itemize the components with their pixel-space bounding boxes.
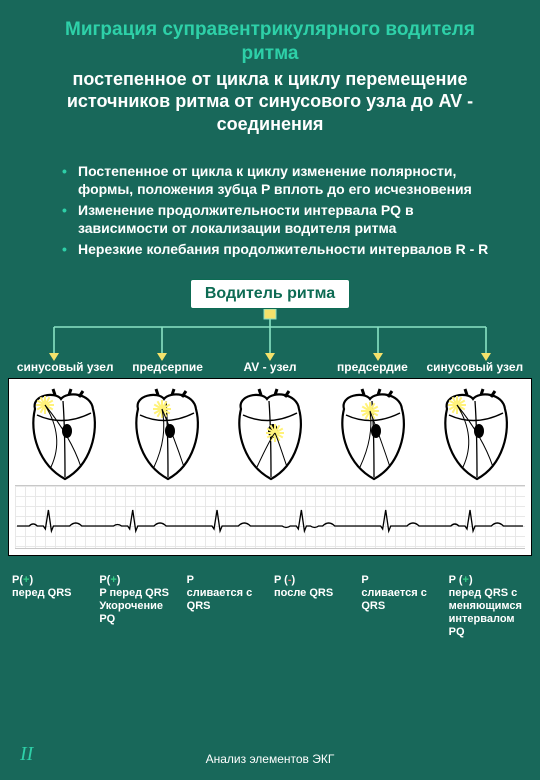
desc-text: перед QRS с меняющимся интервалом PQ bbox=[449, 587, 522, 639]
p-label: P(+) bbox=[99, 574, 120, 586]
desc-cell: P (-)после QRS bbox=[270, 574, 357, 640]
slide-subtitle: постепенное от цикла к циклу перемещение… bbox=[0, 68, 540, 136]
ecg-svg bbox=[15, 486, 525, 548]
heart-diagram bbox=[330, 387, 416, 483]
footer-center: Анализ элементов ЭКГ bbox=[0, 752, 540, 766]
bullet-item: Нерезкие колебания продолжительности инт… bbox=[78, 241, 500, 259]
bullet-item: Постепенное от цикла к циклу изменение п… bbox=[78, 163, 500, 198]
desc-text: после QRS bbox=[274, 587, 333, 599]
pacemaker-box: Водитель ритма bbox=[190, 279, 350, 309]
bullet-item: Изменение продолжительности интервала PQ… bbox=[78, 202, 500, 237]
desc-cell: P (+)перед QRS с меняющимся интервалом P… bbox=[445, 574, 532, 640]
desc-cell: Pсливается с QRS bbox=[183, 574, 270, 640]
branch-label: предсердие bbox=[321, 361, 423, 374]
p-label: P bbox=[187, 574, 194, 586]
desc-row: P(+)перед QRS P(+)P перед QRS Укорочение… bbox=[0, 556, 540, 640]
branch-label: предсерпие bbox=[116, 361, 218, 374]
desc-text: сливается с QRS bbox=[361, 587, 427, 612]
branch-label: AV - узел bbox=[219, 361, 321, 374]
desc-text: сливается с QRS bbox=[187, 587, 253, 612]
branch-label: синусовый узел bbox=[424, 361, 526, 374]
branch-label: синусовый узел bbox=[14, 361, 116, 374]
desc-text: P перед QRS Укорочение PQ bbox=[99, 587, 169, 625]
hearts-row bbox=[9, 379, 531, 485]
p-label: P (+) bbox=[449, 574, 473, 586]
heart-diagram bbox=[227, 387, 313, 483]
desc-cell: P(+)P перед QRS Укорочение PQ bbox=[95, 574, 182, 640]
heart-diagram bbox=[21, 387, 107, 483]
pacemaker-box-wrap: Водитель ритма bbox=[0, 279, 540, 309]
slide-title: Миграция суправентрикулярного водителя р… bbox=[0, 18, 540, 66]
branch-arrows bbox=[10, 309, 530, 363]
desc-text: перед QRS bbox=[12, 587, 71, 599]
p-label: P bbox=[361, 574, 368, 586]
branch-labels: синусовый узел предсерпие AV - узел пред… bbox=[0, 361, 540, 374]
bullet-list: Постепенное от цикла к циклу изменение п… bbox=[0, 163, 540, 259]
slide: Миграция суправентрикулярного водителя р… bbox=[0, 0, 540, 780]
desc-cell: P(+)перед QRS bbox=[8, 574, 95, 640]
p-label: P (-) bbox=[274, 574, 295, 586]
ecg-strip bbox=[15, 485, 525, 549]
heart-diagram bbox=[124, 387, 210, 483]
desc-cell: Pсливается с QRS bbox=[357, 574, 444, 640]
heart-diagram bbox=[433, 387, 519, 483]
p-label: P(+) bbox=[12, 574, 33, 586]
figure-panel bbox=[8, 378, 532, 556]
